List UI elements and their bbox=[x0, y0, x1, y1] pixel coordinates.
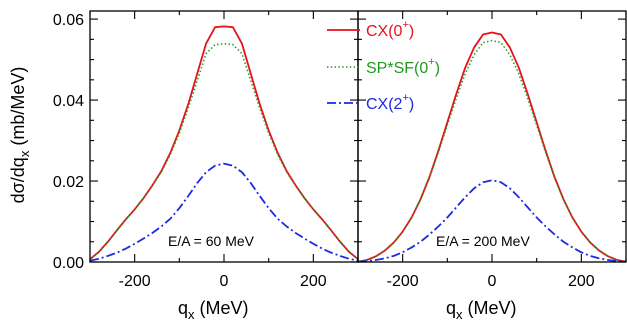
y-axis-label: dσ/dqx (mb/MeV) bbox=[8, 67, 32, 204]
x-axis-label: qx (MeV) bbox=[178, 298, 249, 320]
y-tick-label: 0.04 bbox=[53, 93, 84, 110]
panel-annotation: E/A = 200 MeV bbox=[436, 233, 530, 249]
series-line-spsf0 bbox=[357, 39, 627, 263]
x-tick-label: -200 bbox=[387, 273, 419, 290]
y-tick-label: 0.06 bbox=[53, 12, 84, 29]
series-line-cx0 bbox=[89, 25, 359, 260]
legend-label-spsf0: SP*SF(0+) bbox=[366, 56, 440, 77]
panel-left: -200 0 200 0.00 0.02 0.04 0.06 E/A = 60 MeV qx (… bbox=[53, 10, 359, 320]
panel-right: -200 0 200 E/A = 200 MeV qx (MeV) bbox=[357, 10, 627, 320]
x-tick-label: 200 bbox=[300, 273, 327, 290]
x-tick-label: 0 bbox=[220, 273, 229, 290]
plot-frame bbox=[357, 10, 627, 263]
x-axis-label: qx (MeV) bbox=[446, 298, 517, 320]
series-line-cx2 bbox=[357, 179, 627, 263]
legend: CX(0+) SP*SF(0+) CX(2+) bbox=[327, 19, 440, 113]
series-line-cx2 bbox=[89, 162, 359, 262]
y-tick-label: 0.02 bbox=[53, 174, 84, 191]
series-line-spsf0 bbox=[89, 42, 359, 260]
x-tick-label: 0 bbox=[488, 273, 497, 290]
y-tick-label: 0.00 bbox=[53, 255, 84, 272]
panel-annotation: E/A = 60 MeV bbox=[168, 233, 255, 249]
x-tick-label: 200 bbox=[568, 273, 595, 290]
legend-label-cx0: CX(0+) bbox=[366, 19, 414, 40]
x-tick-label: -200 bbox=[119, 273, 151, 290]
legend-label-cx2: CX(2+) bbox=[366, 92, 414, 113]
plot-frame bbox=[89, 10, 359, 263]
y-axis-label-text: dσ/dqx (mb/MeV) bbox=[8, 67, 32, 204]
